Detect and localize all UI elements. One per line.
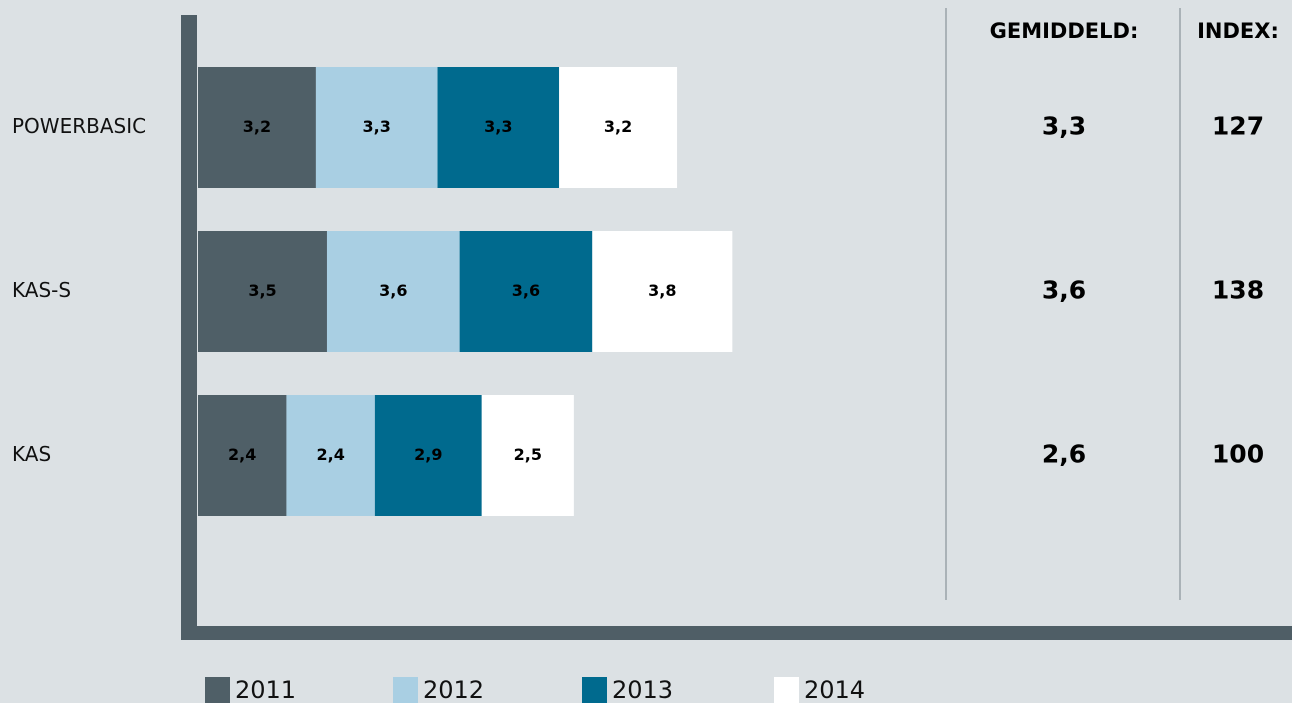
data-label: 3,3 [484,117,512,136]
data-label: 2,5 [514,445,542,464]
data-label: 2,4 [316,445,344,464]
column-value: 3,6 [1042,276,1086,305]
bar-segment [437,67,560,188]
category-label: KAS [12,442,51,466]
bar-segment [326,231,460,352]
data-label: 3,6 [512,281,540,300]
bar-segment [592,231,733,352]
column-value: 3,3 [1042,112,1086,141]
bar-segment [286,395,375,516]
legend-label: 2014 [804,676,865,703]
legend-swatch [205,677,230,703]
column-title: INDEX: [1197,19,1279,43]
legend-label: 2011 [235,676,296,703]
bar-segment [459,231,593,352]
data-label: 3,2 [243,117,271,136]
column-value: 2,6 [1042,440,1086,469]
data-label: 3,3 [363,117,391,136]
bar-segment [374,395,482,516]
column-title: GEMIDDELD: [990,19,1139,43]
data-label: 3,2 [604,117,632,136]
bar-segment [198,67,316,188]
data-label: 3,6 [379,281,407,300]
column-value: 100 [1212,440,1264,469]
data-label: 2,4 [228,445,256,464]
data-label: 3,5 [248,281,276,300]
bar-segment [198,395,287,516]
bar-segment [481,395,574,516]
category-label: KAS-S [12,278,71,302]
legend-swatch [393,677,418,703]
legend-label: 2012 [423,676,484,703]
legend-label: 2013 [612,676,673,703]
column-value: 138 [1212,276,1264,305]
bar-segment [315,67,438,188]
bar-segment [198,231,327,352]
bar-segment [559,67,678,188]
legend-swatch [774,677,799,703]
category-label: POWERBASIC [12,114,146,138]
column-value: 127 [1212,112,1264,141]
data-label: 2,9 [414,445,442,464]
legend-swatch [582,677,607,703]
y-axis-line [181,15,197,640]
data-label: 3,8 [648,281,676,300]
x-axis-line [181,626,1292,640]
